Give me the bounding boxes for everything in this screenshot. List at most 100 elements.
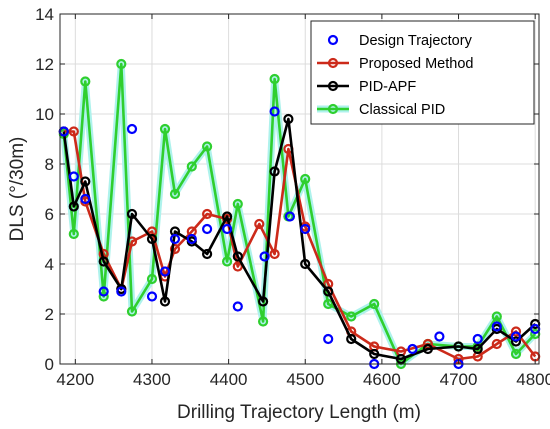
data-point <box>169 233 181 245</box>
data-point <box>80 76 91 87</box>
legend-item-proposed-method: Proposed Method <box>317 56 473 72</box>
series-pid-apf <box>58 113 541 365</box>
data-point <box>323 333 334 345</box>
data-point <box>269 166 280 177</box>
data-point <box>254 218 265 230</box>
data-point <box>222 223 233 235</box>
data-point <box>258 316 269 327</box>
y-tick-label: 4 <box>45 255 54 274</box>
data-point <box>159 296 171 307</box>
data-point <box>510 326 522 337</box>
data-point <box>98 256 109 267</box>
y-tick-label: 8 <box>45 155 54 174</box>
data-point <box>126 306 138 317</box>
data-point <box>146 273 158 285</box>
series-line <box>62 117 537 361</box>
data-point <box>232 251 243 262</box>
data-point <box>407 343 418 355</box>
data-point <box>283 113 294 125</box>
series-design-trajectory <box>58 106 541 370</box>
legend-marker <box>327 103 339 115</box>
y-tick-label: 6 <box>45 205 54 224</box>
data-point <box>116 58 127 70</box>
data-point <box>284 211 295 222</box>
ticks: 4200 4300 4400 4500 4600 4700 4800 0 2 4 6 8 10 12 14 <box>35 5 550 389</box>
data-point <box>98 286 109 297</box>
data-point <box>346 311 357 322</box>
legend-marker <box>327 80 339 92</box>
y-tick-label: 2 <box>45 305 54 324</box>
data-point <box>434 331 445 342</box>
data-point <box>472 343 483 355</box>
legend-item-pid-apf: PID-APF <box>317 79 416 95</box>
data-point <box>202 223 213 235</box>
data-point <box>202 248 213 260</box>
series-line <box>62 62 537 366</box>
data-point <box>269 73 280 85</box>
data-point <box>369 348 380 360</box>
data-point <box>300 223 311 235</box>
data-point <box>510 348 522 360</box>
legend-label: Design Trajectory <box>359 33 473 49</box>
x-tick-label: 4600 <box>363 370 401 389</box>
data-point <box>68 201 79 212</box>
data-point <box>346 333 357 345</box>
data-point <box>186 161 197 172</box>
data-point <box>146 291 158 302</box>
data-point <box>491 338 502 350</box>
y-tick-label: 0 <box>45 355 54 374</box>
legend-marker <box>327 34 339 46</box>
data-point <box>395 353 407 365</box>
data-point <box>169 188 181 200</box>
data-point <box>269 248 280 260</box>
y-axis-label: DLS (°/30m) <box>7 137 28 242</box>
series-layer <box>58 58 541 370</box>
data-point <box>453 341 464 352</box>
data-point <box>68 228 79 240</box>
legend-label: Proposed Method <box>359 56 473 72</box>
data-point <box>491 311 502 322</box>
legend-item-design-trajectory: Design Trajectory <box>327 33 473 49</box>
x-tick-label: 4500 <box>286 370 324 389</box>
data-point <box>323 286 334 297</box>
data-point <box>116 286 127 297</box>
data-point <box>300 173 311 185</box>
data-point <box>222 211 233 222</box>
y-tick-label: 10 <box>35 105 54 124</box>
data-point <box>472 333 483 345</box>
data-point <box>159 123 171 135</box>
legend-label: PID-APF <box>359 79 416 95</box>
data-point <box>269 106 280 117</box>
data-point <box>80 176 91 187</box>
data-point <box>323 298 334 310</box>
data-point <box>422 343 433 355</box>
x-tick-label: 4800 <box>516 370 550 389</box>
data-point <box>510 331 522 342</box>
legend: Design Trajectory Proposed Method PID-APF C… <box>310 20 535 125</box>
data-point <box>232 261 243 272</box>
data-point <box>68 126 79 137</box>
y-tick-label: 12 <box>35 55 54 74</box>
x-tick-label: 4200 <box>56 370 94 389</box>
plot-frame <box>59 13 540 365</box>
data-point <box>258 296 269 307</box>
x-axis-label: Drilling Trajectory Length (m) <box>177 402 421 423</box>
data-point <box>126 208 138 220</box>
data-point <box>369 298 380 310</box>
data-point <box>68 171 79 182</box>
data-point <box>300 258 311 270</box>
legend-item-classical-pid: Classical PID <box>317 102 445 118</box>
data-point <box>202 141 213 152</box>
data-point <box>259 251 270 262</box>
legend-label: Classical PID <box>359 102 445 118</box>
legend-marker <box>327 57 339 69</box>
data-point <box>491 321 502 332</box>
y-tick-label: 14 <box>35 5 54 24</box>
data-point <box>510 336 522 347</box>
data-point <box>80 193 91 205</box>
data-point <box>98 291 109 302</box>
data-point <box>186 233 197 245</box>
x-tick-label: 4400 <box>210 370 248 389</box>
data-point <box>159 266 171 277</box>
